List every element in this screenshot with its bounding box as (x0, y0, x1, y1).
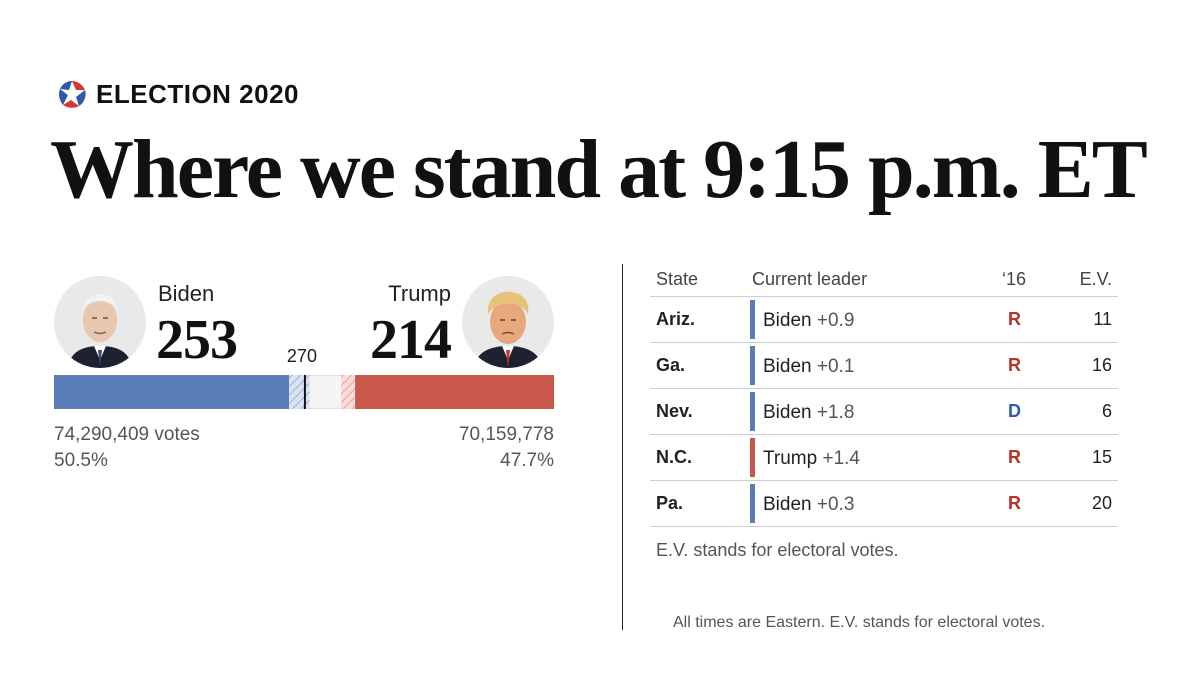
page-title: Where we stand at 9:15 p.m. ET (50, 123, 1148, 216)
biden-electoral-votes: 253 (156, 309, 238, 371)
header-state: State (656, 269, 699, 289)
leader-name: Trump (763, 448, 818, 469)
states-table: State Current leader ‘16 E.V. Ariz. Biden… (650, 264, 1118, 527)
table-header: State Current leader ‘16 E.V. (650, 264, 1118, 297)
row-leader: Biden +1.8 (763, 402, 854, 424)
row-2016-winner: R (1008, 355, 1021, 375)
leader-name: Biden (763, 402, 812, 423)
row-ev: 15 (1091, 447, 1112, 467)
trump-votes: 70,159,778 (458, 424, 554, 445)
table-row: Nev. Biden +1.8 D 6 (650, 389, 1118, 435)
row-state: Pa. (656, 493, 684, 513)
leader-name: Biden (763, 310, 812, 331)
biden-avatar (54, 276, 146, 368)
column-divider (622, 264, 623, 630)
leader-color-bar (750, 346, 755, 385)
row-ev: 20 (1091, 493, 1112, 513)
leader-color-bar (750, 300, 755, 339)
trump-vote-stats: 70,159,778 47.7% (459, 422, 554, 474)
biden-vote-stats: 74,290,409 votes 50.5% (54, 422, 200, 474)
table-note: E.V. stands for electoral votes. (656, 540, 899, 560)
row-state: Ga. (656, 355, 686, 375)
threshold-label: 270 (286, 346, 317, 366)
row-state: Nev. (656, 401, 693, 421)
table-row: Ariz. Biden +0.9 R 11 (650, 297, 1118, 343)
leader-margin: +0.3 (816, 494, 855, 515)
leader-color-bar (750, 484, 755, 523)
leader-color-bar (750, 392, 755, 431)
electoral-bar (54, 375, 554, 409)
leader-color-bar (750, 438, 755, 477)
row-leader: Biden +0.1 (763, 356, 854, 378)
biden-name: Biden (158, 281, 215, 306)
table-row: N.C. Trump +1.4 R 15 (650, 435, 1118, 481)
trump-avatar (462, 276, 554, 368)
leader-margin: +1.4 (822, 448, 860, 469)
row-2016-winner: D (1008, 401, 1021, 421)
row-ev: 11 (1093, 309, 1112, 329)
row-state: N.C. (656, 447, 692, 467)
election-star-icon (57, 79, 87, 109)
biden-pct: 50.5% (54, 450, 108, 471)
leader-name: Biden (763, 494, 812, 515)
bar-trump-leaning (341, 375, 356, 409)
row-ev: 6 (1101, 401, 1112, 421)
row-2016-winner: R (1008, 447, 1021, 467)
brand: ELECTION 2020 (56, 78, 299, 110)
row-ev: 16 (1091, 355, 1112, 375)
row-leader: Biden +0.9 (763, 310, 854, 332)
leader-margin: +0.1 (816, 356, 855, 377)
row-leader: Biden +0.3 (763, 494, 854, 516)
leader-name: Biden (763, 356, 812, 377)
bar-biden (54, 375, 290, 409)
table-row: Ga. Biden +0.1 R 16 (650, 343, 1118, 389)
row-2016-winner: R (1008, 309, 1021, 329)
bar-trump (355, 375, 554, 409)
trump-pct: 47.7% (500, 450, 554, 471)
header-2016: ‘16 (1002, 269, 1027, 289)
trump-electoral-votes: 214 (370, 309, 452, 371)
trump-name: Trump (388, 281, 451, 306)
row-state: Ariz. (656, 309, 696, 329)
row-2016-winner: R (1008, 493, 1021, 513)
leader-margin: +0.9 (816, 310, 855, 331)
bar-biden-leaning (289, 375, 310, 409)
brand-label: ELECTION 2020 (96, 78, 300, 109)
table-row: Pa. Biden +0.3 R 20 (650, 481, 1118, 527)
biden-votes: 74,290,409 votes (54, 424, 200, 445)
row-leader: Trump +1.4 (763, 448, 860, 470)
header-ev: E.V. (1079, 269, 1112, 289)
footer-note: All times are Eastern. E.V. stands for e… (673, 614, 1046, 631)
leader-margin: +1.8 (816, 402, 855, 423)
header-leader: Current leader (752, 269, 868, 289)
